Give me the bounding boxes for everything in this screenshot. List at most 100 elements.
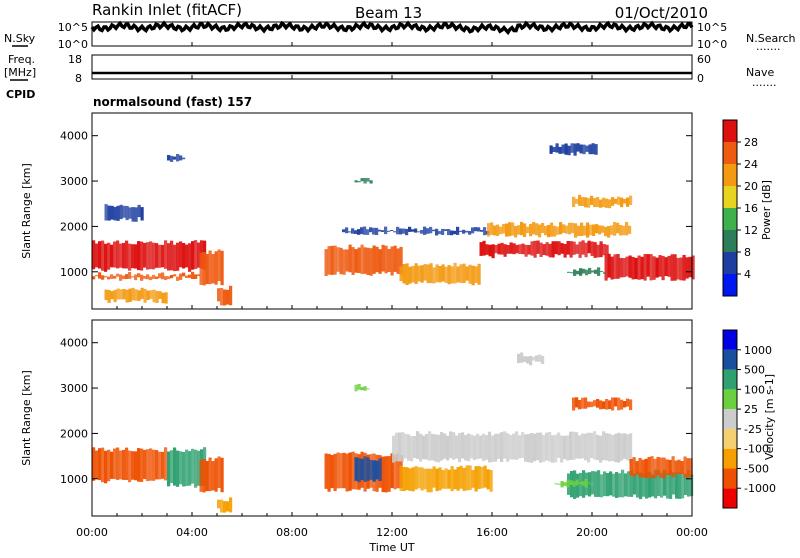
- nave-dots: .......: [752, 76, 776, 89]
- beam-title: Beam 13: [355, 4, 422, 22]
- x-axis-label: Time UT: [368, 541, 414, 554]
- nsky-label: N.Sky: [4, 32, 36, 45]
- power-cbar-swatch: [723, 142, 737, 164]
- power-cbar-swatch: [723, 186, 737, 208]
- velocity-cbar-tick: -1000: [744, 482, 776, 495]
- velocity-cbar-swatch: [723, 369, 737, 390]
- velocity-cbar-swatch: [723, 428, 737, 449]
- velocity-cbar-swatch: [723, 468, 737, 489]
- velocity-cbar-tick: -500: [744, 462, 769, 475]
- x-tick-label: 00:00: [76, 526, 108, 539]
- power-cbar-swatch: [723, 120, 737, 142]
- freq-right-top: 60: [697, 53, 711, 66]
- station-title: Rankin Inlet (fitACF): [92, 1, 242, 19]
- power-region: [399, 262, 481, 286]
- power-region: [567, 267, 607, 276]
- x-tick-label: 12:00: [376, 526, 408, 539]
- velocity-ytick-label: 4000: [60, 337, 88, 350]
- power-cbar-swatch: [723, 230, 737, 252]
- power-cbar-label: Power [dB]: [760, 180, 773, 240]
- velocity-cbar-label: Velocity [m s-1]: [763, 374, 776, 460]
- power-ytick-label: 3000: [60, 175, 88, 188]
- velocity-cbar-tick: -100: [744, 443, 769, 456]
- velocity-cbar-swatch: [723, 349, 737, 370]
- noise-left-bottom: 10^0: [58, 38, 88, 51]
- velocity-cbar-tick: 100: [744, 383, 765, 396]
- freq-left-bottom: 8: [75, 72, 82, 85]
- power-cbar-swatch: [723, 252, 737, 274]
- power-region: [354, 178, 373, 184]
- x-tick-label: 08:00: [276, 526, 308, 539]
- noise-trace: [90, 20, 694, 36]
- power-region: [92, 240, 207, 272]
- velocity-region: [554, 479, 594, 488]
- power-cbar-tick: 28: [744, 136, 758, 149]
- power-region: [604, 253, 695, 281]
- noise-strip: 10^5 10^0 10^5 10^0: [58, 20, 727, 51]
- power-cbar-swatch: [723, 274, 737, 296]
- velocity-region: [92, 447, 168, 484]
- power-cbar-tick: 24: [744, 158, 758, 171]
- power-region: [324, 244, 403, 276]
- power-region: [487, 221, 632, 238]
- power-cbar-swatch: [723, 208, 737, 230]
- power-cbar-tick: 16: [744, 202, 758, 215]
- freq-right-bottom: 0: [697, 72, 704, 85]
- power-region: [549, 143, 598, 156]
- power-ytick-label: 2000: [60, 220, 88, 233]
- freq-unit-label: [MHz]: [4, 66, 36, 79]
- power-ytick-label: 1000: [60, 266, 88, 279]
- velocity-ytick-label: 1000: [60, 473, 88, 486]
- velocity-cbar-swatch: [723, 448, 737, 469]
- x-tick-label: 20:00: [576, 526, 608, 539]
- velocity-cbar-tick: 500: [744, 364, 765, 377]
- velocity-cbar-tick: -25: [744, 423, 762, 436]
- noise-right-bottom: 10^0: [697, 38, 727, 51]
- velocity-cbar-swatch: [723, 488, 737, 508]
- x-axis: 00:00 04:00 08:00 12:00 16:00 20:00 00:00: [76, 42, 708, 539]
- velocity-cbar-swatch: [723, 409, 737, 429]
- power-region: [217, 285, 233, 306]
- power-cbar-tick: 8: [744, 246, 751, 259]
- power-ytick-label: 4000: [60, 130, 88, 143]
- velocity-cbar-swatch: [723, 389, 737, 410]
- velocity-ytick-label: 3000: [60, 382, 88, 395]
- power-region: [104, 287, 168, 304]
- velocity-region: [354, 456, 382, 483]
- power-region: [92, 271, 201, 281]
- velocity-region: [354, 384, 370, 392]
- power-region: [342, 226, 490, 236]
- x-tick-label: 00:00: [676, 526, 708, 539]
- velocity-cbar-tick: 1000: [744, 344, 772, 357]
- power-cbar-tick: 12: [744, 224, 758, 237]
- freq-left-top: 18: [68, 53, 82, 66]
- velocity-region: [399, 465, 493, 493]
- velocity-region: [199, 456, 224, 493]
- noise-left-top: 10^5: [58, 21, 88, 34]
- nsearch-dots: .......: [756, 40, 780, 53]
- power-region: [199, 249, 224, 286]
- frequency-strip: 18 8 60 0: [68, 53, 711, 85]
- power-region: [104, 204, 144, 222]
- freq-label: Freq.: [8, 53, 35, 66]
- velocity-ylabel: Slant Range [km]: [20, 370, 33, 466]
- velocity-region: [217, 497, 233, 513]
- power-colorbar: 4 8 12 16 20 24 28: [722, 119, 758, 297]
- x-tick-label: 04:00: [176, 526, 208, 539]
- velocity-cbar-tick: 25: [744, 403, 758, 416]
- velocity-region: [572, 397, 633, 411]
- nsearch-label: N.Search: [746, 32, 796, 45]
- velocity-region: [629, 456, 693, 479]
- x-tick-label: 16:00: [476, 526, 508, 539]
- power-cbar-tick: 20: [744, 180, 758, 193]
- power-region: [479, 240, 609, 259]
- velocity-cbar-swatch: [723, 330, 737, 350]
- cpid-label: CPID: [6, 88, 35, 101]
- nave-label: Nave: [746, 66, 774, 79]
- date-title: 01/Oct/2010: [615, 4, 708, 22]
- power-cbar-swatch: [723, 164, 737, 186]
- velocity-ytick-label: 2000: [60, 427, 88, 440]
- velocity-region: [517, 352, 545, 366]
- velocity-colorbar: 1000 500 100 25 -25 -100 -500 -1000: [722, 329, 776, 509]
